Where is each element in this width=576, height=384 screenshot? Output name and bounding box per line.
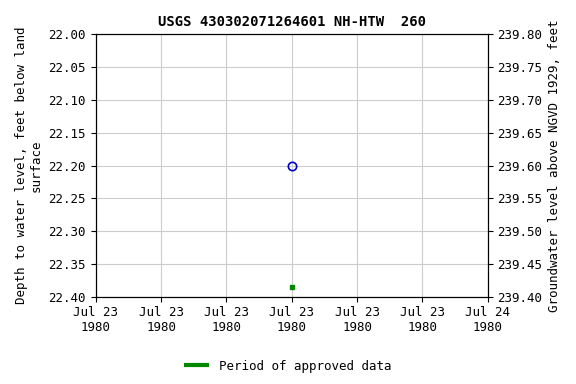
Y-axis label: Depth to water level, feet below land
surface: Depth to water level, feet below land su… xyxy=(15,27,43,304)
Title: USGS 430302071264601 NH-HTW  260: USGS 430302071264601 NH-HTW 260 xyxy=(158,15,426,29)
Y-axis label: Groundwater level above NGVD 1929, feet: Groundwater level above NGVD 1929, feet xyxy=(548,19,561,312)
Legend: Period of approved data: Period of approved data xyxy=(179,355,397,378)
